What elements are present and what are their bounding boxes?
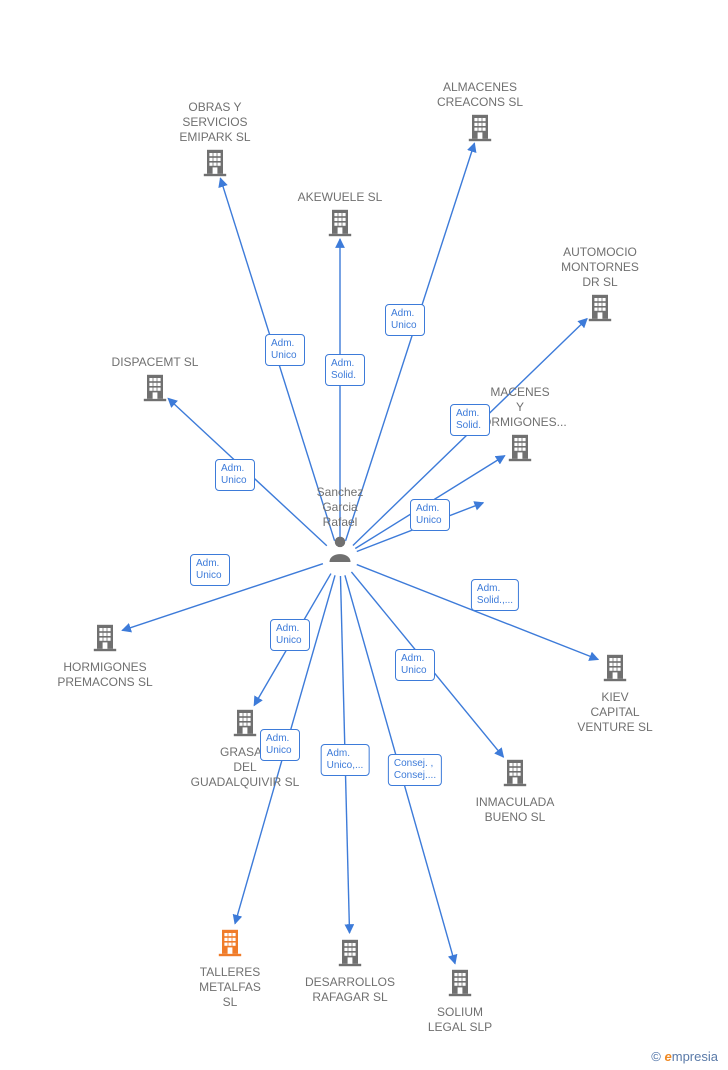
node-label: DESARROLLOSRAFAGAR SL [290,975,410,1005]
edge-role-label: Adm.Unico [265,334,305,366]
node-label: TALLERESMETALFASSL [170,965,290,1010]
edge-role-label: Adm.Solid. [450,404,490,436]
company-node-talleres[interactable]: TALLERESMETALFASSL [170,925,290,1010]
node-label: AUTOMOCIOMONTORNESDR SL [540,245,660,290]
building-icon [540,290,660,326]
copyright-symbol: © [651,1049,661,1064]
edge-role-label: Adm.Unico [260,729,300,761]
diagram-canvas: SanchezGarciaRafael OBRAS YSERVICIOSEMIP… [0,0,728,1070]
edge-role-label: Adm.Unico [215,459,255,491]
node-label: HORMIGONESPREMACONS SL [45,660,165,690]
brand-first-letter: e [665,1049,672,1064]
brand-rest: mpresia [672,1049,718,1064]
company-node-inmaculada[interactable]: INMACULADABUENO SL [455,755,575,825]
node-label: SanchezGarciaRafael [280,485,400,530]
company-node-almacenes[interactable]: ALMACENESCREACONS SL [420,76,540,146]
edge-role-label: Adm.Unico [190,554,230,586]
building-icon [290,935,410,971]
company-node-hormigones[interactable]: HORMIGONESPREMACONS SL [45,620,165,690]
building-icon [280,205,400,241]
company-node-desarrollos[interactable]: DESARROLLOSRAFAGAR SL [290,935,410,1005]
company-node-solium[interactable]: SOLIUMLEGAL SLP [400,965,520,1035]
node-label: AKEWUELE SL [280,190,400,205]
attribution-footer: © empresia [651,1049,718,1064]
company-node-dispacemt[interactable]: DISPACEMT SL [95,351,215,406]
building-icon [95,370,215,406]
node-label: ALMACENESCREACONS SL [420,80,540,110]
building-icon [170,925,290,961]
node-label: INMACULADABUENO SL [455,795,575,825]
person-icon [280,534,400,566]
edge-role-label: Consej. ,Consej.... [388,754,442,786]
node-label: KIEVCAPITALVENTURE SL [555,690,675,735]
node-label: OBRAS YSERVICIOSEMIPARK SL [155,100,275,145]
building-icon [555,650,675,686]
company-node-automocio[interactable]: AUTOMOCIOMONTORNESDR SL [540,241,660,326]
company-node-akewuele[interactable]: AKEWUELE SL [280,186,400,241]
building-icon [455,755,575,791]
building-icon [420,110,540,146]
edge-role-label: Adm.Solid.,... [471,579,519,611]
edge-role-label: Adm.Unico [385,304,425,336]
node-label: DISPACEMT SL [95,355,215,370]
edge-role-label: Adm.Unico [410,499,450,531]
center-person-node[interactable]: SanchezGarciaRafael [280,485,400,566]
edge-role-label: Adm.Unico [395,649,435,681]
edge-role-label: Adm.Unico,... [321,744,370,776]
company-node-obras[interactable]: OBRAS YSERVICIOSEMIPARK SL [155,96,275,181]
company-node-kiev[interactable]: KIEVCAPITALVENTURE SL [555,650,675,735]
edge-role-label: Adm.Solid. [325,354,365,386]
building-icon [45,620,165,656]
edge-role-label: Adm.Unico [270,619,310,651]
building-icon [400,965,520,1001]
node-label: SOLIUMLEGAL SLP [400,1005,520,1035]
building-icon [155,145,275,181]
